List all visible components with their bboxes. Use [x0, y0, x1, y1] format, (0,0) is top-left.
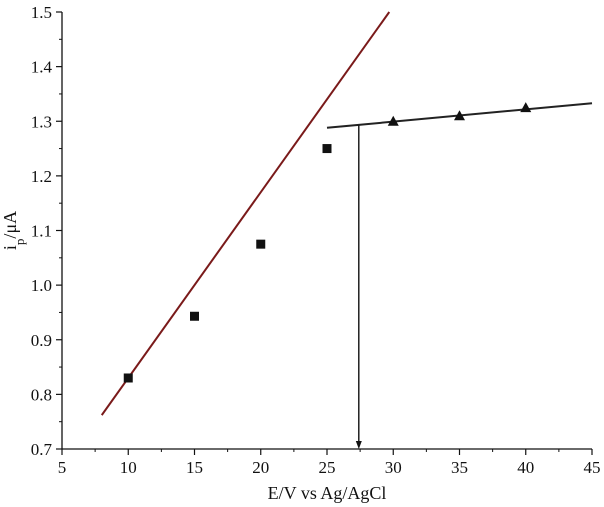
- y-tick-label-6: 1.3: [31, 112, 52, 131]
- x-tick-label-5: 30: [385, 458, 402, 477]
- y-axis-label-subscript: p: [12, 239, 27, 246]
- x-tick-label-7: 40: [517, 458, 534, 477]
- y-tick-label-3: 1.0: [31, 276, 52, 295]
- square-marker-0: [123, 373, 133, 383]
- square-marker-1: [190, 311, 199, 321]
- x-tick-label-3: 20: [252, 458, 269, 477]
- y-tick-label-5: 1.2: [31, 167, 52, 186]
- y-axis-label-unit: /μA: [0, 211, 20, 239]
- x-tick-label-6: 35: [451, 458, 468, 477]
- drop-line-arrowhead: [355, 441, 362, 449]
- y-tick-label-2: 0.9: [31, 331, 52, 350]
- y-tick-label-4: 1.1: [31, 222, 52, 241]
- triangle-marker-0: [387, 115, 399, 126]
- y-tick-label-0: 0.7: [31, 440, 53, 459]
- x-tick-label-2: 15: [186, 458, 203, 477]
- y-axis-label-main: i: [0, 245, 20, 250]
- fit-lines: [100, 11, 593, 449]
- x-axis-label: E/V vs Ag/AgCl: [268, 483, 387, 503]
- x-tick-label-8: 45: [584, 458, 601, 477]
- square-marker-3: [322, 144, 332, 154]
- y-tick-label-8: 1.5: [31, 3, 52, 22]
- x-tick-label-0: 5: [58, 458, 67, 477]
- ticks: 5 10 15 20 25 30 35 40 45 0.7 0.8 0.9 1.0 1.1 1.2 1.3 1.…: [31, 3, 601, 477]
- y-tick-label-7: 1.4: [31, 58, 53, 77]
- axes: [61, 12, 592, 450]
- x-tick-label-1: 10: [120, 458, 137, 477]
- data-markers: [123, 102, 532, 383]
- square-marker-2: [256, 239, 266, 249]
- y-tick-label-1: 0.8: [31, 385, 52, 404]
- fit-line-0: [100, 11, 391, 416]
- y-axis-label: ip/μA: [0, 211, 27, 250]
- triangle-marker-1: [454, 110, 465, 121]
- x-tick-label-4: 25: [319, 458, 336, 477]
- triangle-marker-2: [520, 102, 532, 113]
